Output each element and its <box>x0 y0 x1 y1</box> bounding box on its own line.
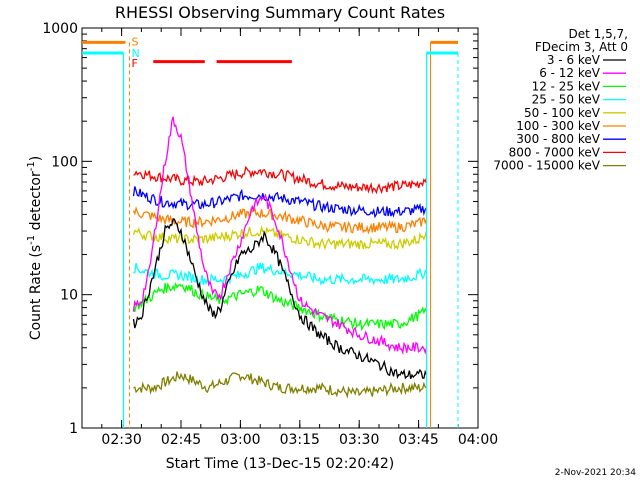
legend-entry: 7000 - 15000 keV <box>493 159 600 173</box>
y-axis-label-sup1: -1 <box>26 235 37 245</box>
series-line <box>132 218 428 380</box>
legend-entry: 800 - 7000 keV <box>509 145 601 159</box>
legend-header: Det 1,5,7, <box>569 27 629 41</box>
plot-frame <box>81 27 479 429</box>
legend-entry: 100 - 300 keV <box>516 119 600 133</box>
y-tick-label: 1000 <box>42 21 78 37</box>
flag-marker-n: N <box>132 47 140 60</box>
x-tick-label: 02:30 <box>101 432 141 448</box>
series-line <box>133 262 427 286</box>
series-line <box>132 116 428 355</box>
x-axis-label: Start Time (13-Dec-15 02:20:42) <box>166 456 394 472</box>
series-line <box>132 281 428 332</box>
legend-entry: 6 - 12 keV <box>539 66 601 80</box>
y-axis-label-sup2: -1 <box>26 161 37 171</box>
legend-entry: 25 - 50 keV <box>532 93 601 107</box>
series-line <box>133 371 427 399</box>
x-tick-label: 03:30 <box>339 432 379 448</box>
legend-entry: 300 - 800 keV <box>516 132 600 146</box>
x-tick-label: 02:45 <box>161 432 201 448</box>
legend-header: FDecim 3, Att 0 <box>535 40 628 54</box>
y-tick-label: 100 <box>51 154 78 170</box>
y-axis-label-end: ) <box>28 156 44 161</box>
legend-entry: 50 - 100 keV <box>524 106 601 120</box>
x-tick-label: 04:00 <box>458 432 498 448</box>
legend-entry: 3 - 6 keV <box>547 53 601 67</box>
y-axis-label-mid: detector <box>28 171 44 235</box>
y-axis-label: Count Rate (s-1 detector-1) <box>26 156 44 340</box>
y-tick-label: 1 <box>69 421 78 437</box>
y-tick-label: 10 <box>60 288 78 304</box>
x-tick-label: 03:15 <box>280 432 320 448</box>
x-tick-label: 03:45 <box>398 432 438 448</box>
flag-marker-f: F <box>132 57 138 70</box>
chart-title: RHESSI Observing Summary Count Rates <box>115 3 445 22</box>
legend-entry: 12 - 25 keV <box>532 79 601 93</box>
series-line <box>132 206 428 235</box>
series-line <box>133 165 428 195</box>
timestamp: 2-Nov-2021 20:34 <box>555 468 637 478</box>
y-axis-label-main: Count Rate (s <box>28 245 44 340</box>
series-line <box>132 186 428 219</box>
flag-marker-s: S <box>132 36 139 49</box>
x-tick-label: 03:00 <box>220 432 260 448</box>
